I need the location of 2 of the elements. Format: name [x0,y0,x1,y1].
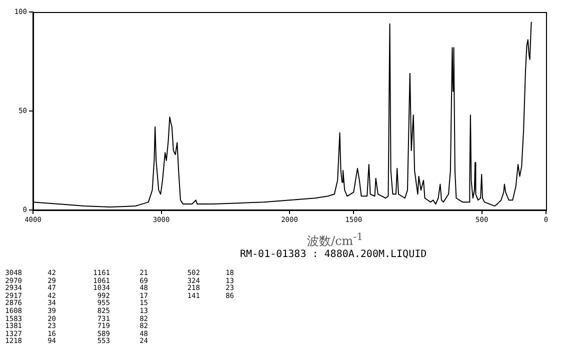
text: RM-01-01383 : 4880A.200M.LIQUID [240,249,427,260]
x-axis-title: 波数/cm$^{-1}$ [306,232,364,250]
